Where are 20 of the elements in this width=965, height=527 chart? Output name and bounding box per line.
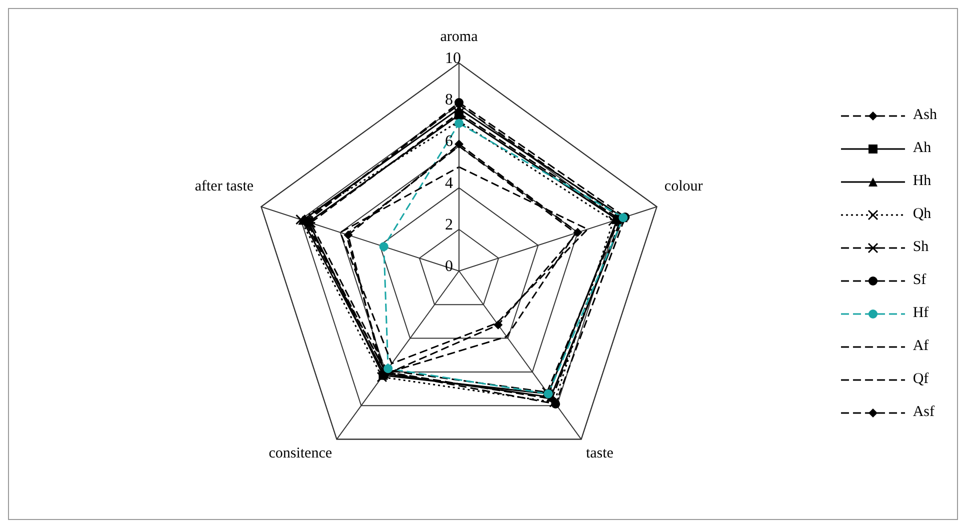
y-tick-label: 2 [445,216,453,234]
legend-label: Hf [912,305,929,322]
spoke-label: consitence [268,446,332,462]
spoke-label: after taste [194,178,254,194]
spoke-label: aroma [440,29,478,45]
legend-label: Sh [912,239,929,256]
legend-label: Ash [912,107,937,124]
legend-label: Qh [912,206,932,223]
spoke-label: taste [586,446,614,462]
legend-label: Asf [912,404,934,421]
legend-label: Qf [912,371,929,388]
legend-label: Af [912,338,929,355]
legend-label: Ah [912,140,932,157]
legend-label: Hh [912,173,932,190]
y-tick-label: 10 [445,50,461,67]
spoke-label: colour [664,178,703,194]
legend-label: Sf [912,272,926,289]
y-tick-label: 8 [445,92,453,109]
y-tick-label: 4 [445,174,453,192]
y-tick-label: 6 [445,133,453,150]
